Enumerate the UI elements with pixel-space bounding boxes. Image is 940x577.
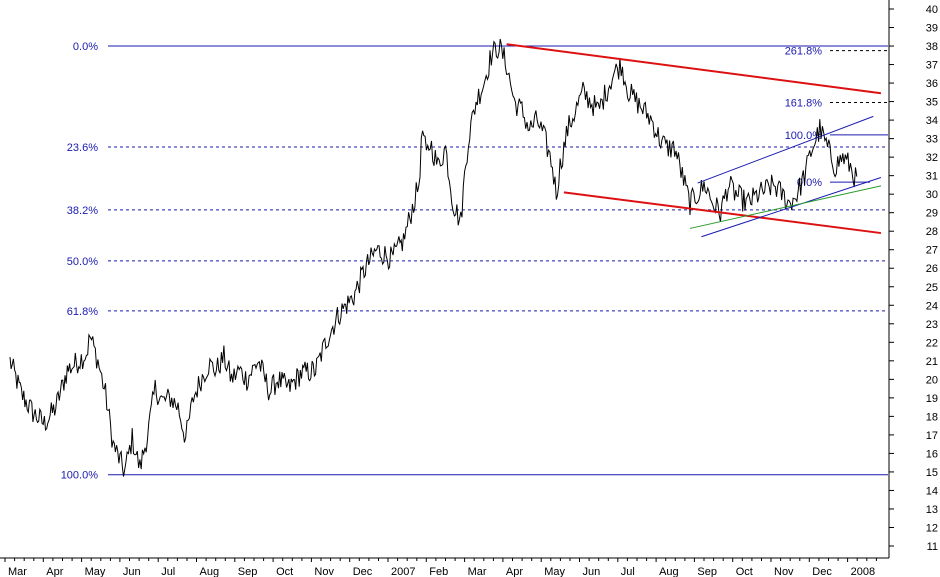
- trend-line: [689, 185, 882, 229]
- fib-extension-label: 261.8%: [785, 46, 823, 58]
- x-tick-label: Jun: [583, 566, 601, 577]
- y-tick-label: 38: [926, 41, 938, 53]
- fib-retracement-label: 0.0%: [73, 41, 98, 53]
- trend-line: [563, 191, 882, 235]
- y-tick-label: 12: [926, 522, 938, 534]
- y-tick-label: 40: [926, 4, 938, 16]
- x-axis: Mar Apr May Jun Jul Aug Sep Oct Nov Dec 2007 Feb Mar…: [0, 557, 889, 577]
- x-tick-label: Feb: [429, 566, 448, 577]
- y-tick-label: 36: [926, 78, 938, 90]
- y-tick-label: 26: [926, 263, 938, 275]
- x-tick-label: Nov: [774, 566, 794, 577]
- x-tick-label: Dec: [812, 566, 832, 577]
- trend-lines: [506, 43, 882, 238]
- y-tick-label: 24: [926, 300, 938, 312]
- fibonacci-retracement-lines: 0.0% 23.6% 38.2% 50.0% 61.8% 100.0%: [61, 41, 888, 482]
- x-tick-label: 2008: [851, 566, 875, 577]
- y-tick-label: 29: [926, 208, 938, 220]
- y-axis: 11 12 13 14 15 16 17 18 19 20 21 22 23 24 25 26 27 28 29 30…: [888, 0, 938, 558]
- x-tick-label: Dec: [353, 566, 373, 577]
- y-tick-label: 30: [926, 189, 938, 201]
- y-tick-label: 28: [926, 226, 938, 238]
- trend-line: [701, 177, 882, 238]
- fib-extension-label: 161.8%: [785, 98, 823, 110]
- y-tick-label: 31: [926, 171, 938, 183]
- y-tick-label: 34: [926, 115, 938, 127]
- y-tick-label: 19: [926, 393, 938, 405]
- x-tick-label: Jun: [123, 566, 141, 577]
- x-tick-label: Jul: [621, 566, 635, 577]
- fib-retracement-label: 61.8%: [67, 306, 98, 318]
- y-tick-label: 23: [926, 319, 938, 331]
- y-tick-label: 37: [926, 60, 938, 72]
- y-tick-label: 14: [926, 485, 938, 497]
- x-tick-label: Oct: [736, 566, 753, 577]
- y-tick-label: 21: [926, 356, 938, 368]
- x-tick-label: 2007: [391, 566, 415, 577]
- y-tick-label: 32: [926, 152, 938, 164]
- y-tick-label: 20: [926, 374, 938, 386]
- x-tick-label: Aug: [659, 566, 679, 577]
- y-tick-label: 13: [926, 504, 938, 516]
- y-tick-label: 35: [926, 97, 938, 109]
- y-tick-label: 27: [926, 245, 938, 257]
- price-line: [9, 38, 858, 477]
- y-tick-label: 16: [926, 448, 938, 460]
- fib-retracement-label: 100.0%: [61, 470, 99, 482]
- y-tick-label: 22: [926, 337, 938, 349]
- trend-line: [506, 43, 882, 95]
- y-tick-label: 18: [926, 411, 938, 423]
- x-tick-label: May: [544, 566, 565, 577]
- x-tick-label: Aug: [200, 566, 220, 577]
- x-tick-label: Sep: [697, 566, 717, 577]
- fib-retracement-label: 23.6%: [67, 142, 98, 154]
- x-tick-label: Mar: [468, 566, 487, 577]
- y-tick-label: 39: [926, 23, 938, 35]
- fibonacci-extension-lines: 261.8%161.8%100.0%0.0%: [785, 46, 888, 189]
- price-series: [9, 38, 858, 477]
- trend-line: [697, 115, 874, 184]
- x-tick-label: Sep: [238, 566, 258, 577]
- x-tick-label: Apr: [506, 566, 523, 577]
- x-tick-label: Oct: [276, 566, 293, 577]
- y-tick-label: 15: [926, 467, 938, 479]
- x-tick-label: Nov: [314, 566, 334, 577]
- y-tick-label: 33: [926, 134, 938, 146]
- y-tick-label: 17: [926, 430, 938, 442]
- fib-extension-label: 0.0%: [797, 177, 822, 189]
- fib-retracement-label: 38.2%: [67, 205, 98, 217]
- x-tick-label: Mar: [8, 566, 27, 577]
- y-tick-label: 25: [926, 282, 938, 294]
- x-tick-label: May: [85, 566, 106, 577]
- fib-retracement-label: 50.0%: [67, 256, 98, 268]
- x-tick-label: Jul: [161, 566, 175, 577]
- y-tick-label: 11: [927, 541, 938, 553]
- x-tick-label: Apr: [46, 566, 63, 577]
